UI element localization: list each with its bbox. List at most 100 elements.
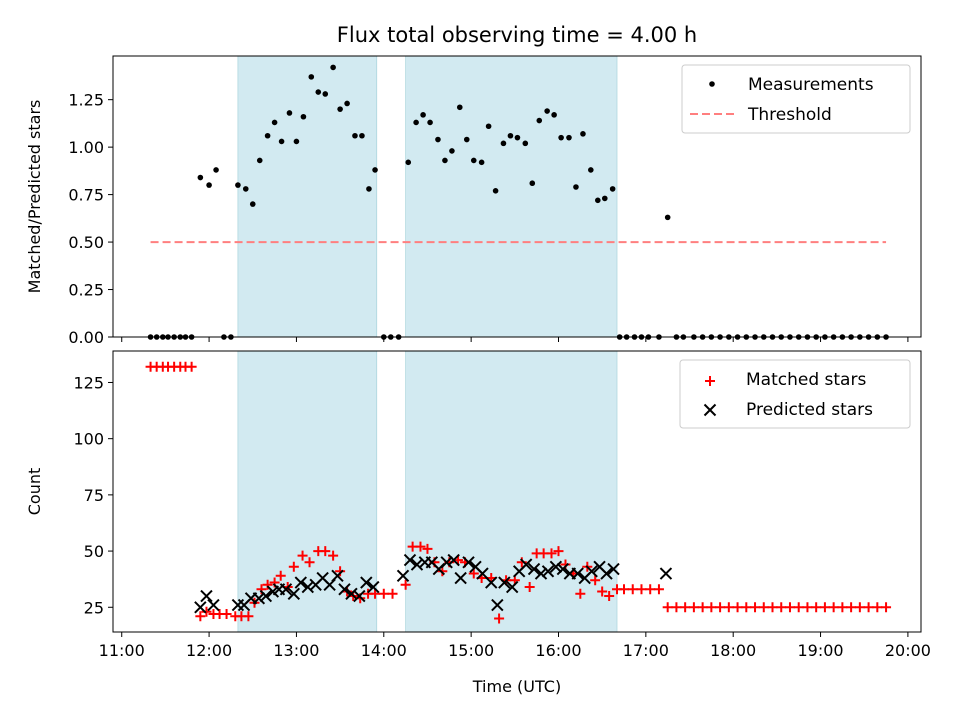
measurement-point <box>664 214 671 221</box>
predicted-star-point <box>207 598 220 612</box>
measurement-point <box>609 186 616 192</box>
matched-star-point <box>776 602 787 613</box>
matched-star-point <box>524 582 535 593</box>
matched-star-point <box>275 570 286 581</box>
predicted-star-point <box>440 556 453 569</box>
predicted-star-point <box>541 565 555 578</box>
measurement-point <box>286 110 293 116</box>
legend-box <box>679 359 911 429</box>
y-tick-label: 125 <box>73 373 104 392</box>
y-tick-label: 0.25 <box>68 281 104 300</box>
legend-measurements-marker <box>709 81 715 87</box>
measurement-point <box>442 157 448 164</box>
y-tick-label: 0.00 <box>68 328 104 347</box>
measurement-point <box>544 108 550 114</box>
top-panel: 0.00 0.25 0.50 0.75 1.00 1.25 Matched/Predict… <box>25 55 922 347</box>
legend-matched-label: Matched stars <box>746 370 866 390</box>
measurement-point <box>573 184 579 190</box>
matched-star-point <box>387 588 398 599</box>
measurement-point <box>235 182 241 188</box>
measurement-point <box>264 132 271 139</box>
measurement-point <box>293 138 300 145</box>
top-y-ticks: 0.00 0.25 0.50 0.75 1.00 1.25 <box>68 91 113 347</box>
top-legend: Measurements Threshold <box>681 64 911 134</box>
matched-star-point <box>819 602 830 613</box>
measurement-point <box>514 134 521 141</box>
matched-star-point <box>415 541 426 552</box>
matched-star-point <box>758 602 769 613</box>
matched-star-point <box>828 602 839 613</box>
bottom-x-ticks: 11:00 12:00 13:00 14:00 15:00 16:00 17:00 18:00… <box>99 632 931 660</box>
predicted-star-point <box>410 558 424 571</box>
measurement-point <box>435 136 441 143</box>
legend-box <box>681 64 911 134</box>
matched-star-point <box>243 611 254 622</box>
predicted-star-point <box>447 553 460 567</box>
predicted-star-point <box>659 567 673 580</box>
x-tick-label: 13:00 <box>273 641 319 660</box>
matched-star-point <box>590 575 601 586</box>
measurement-point <box>344 100 350 107</box>
matched-star-point <box>201 606 212 617</box>
matched-star-point <box>732 602 743 613</box>
predicted-star-point <box>287 587 301 600</box>
measurement-point <box>500 140 507 147</box>
matched-star-point <box>662 602 673 613</box>
x-tick-label: 20:00 <box>885 641 931 660</box>
matched-star-point <box>328 550 339 561</box>
matched-star-point <box>837 602 848 613</box>
matched-star-point <box>335 566 346 577</box>
measurement-point <box>601 195 608 202</box>
shaded-interval-2 <box>405 350 618 633</box>
measurement-point <box>300 113 307 120</box>
top-y-axis-label: Matched/Predicted stars <box>25 100 44 294</box>
x-tick-label: 16:00 <box>535 641 581 660</box>
predicted-star-point <box>194 601 207 614</box>
measurement-point <box>322 91 329 97</box>
measurement-point <box>330 64 336 71</box>
x-tick-label: 19:00 <box>797 641 843 660</box>
predicted-stars-series <box>194 553 673 614</box>
matched-star-point <box>671 602 682 613</box>
x-tick-label: 18:00 <box>710 641 756 660</box>
bottom-axes-frame <box>112 350 922 633</box>
x-tick-label: 12:00 <box>186 641 232 660</box>
matched-star-point <box>741 602 752 613</box>
predicted-star-point <box>331 569 344 583</box>
predicted-star-point <box>259 589 273 603</box>
predicted-star-point <box>556 562 570 576</box>
measurement-point <box>197 174 204 181</box>
predicted-star-point <box>294 576 308 589</box>
y-tick-label: 0.50 <box>68 233 104 252</box>
y-tick-label: 75 <box>84 486 104 505</box>
measurement-point <box>529 180 536 187</box>
predicted-star-point <box>600 567 613 580</box>
matched-star-point <box>553 546 564 557</box>
matched-star-point <box>494 613 505 624</box>
matched-star-point <box>304 557 315 568</box>
predicted-star-point <box>367 580 380 594</box>
matched-star-point <box>422 543 433 554</box>
matched-star-point <box>297 550 308 561</box>
predicted-star-point <box>279 583 293 596</box>
matched-star-point <box>750 602 761 613</box>
measurement-point <box>595 197 601 204</box>
predicted-star-point <box>485 576 498 589</box>
matched-star-point <box>688 602 699 613</box>
bottom-legend: Matched stars Predicted stars <box>679 359 911 429</box>
measurement-point <box>580 131 586 137</box>
matched-star-point <box>697 602 708 613</box>
bottom-shaded-intervals <box>237 350 618 633</box>
predicted-star-point <box>345 587 358 600</box>
matched-star-point <box>802 602 813 613</box>
matched-star-point <box>400 579 411 590</box>
matched-star-point <box>723 602 734 613</box>
measurement-point <box>352 132 358 139</box>
matched-star-point <box>784 602 795 613</box>
matched-star-point <box>846 602 857 613</box>
y-tick-label: 1.00 <box>68 138 104 157</box>
predicted-star-point <box>585 565 598 578</box>
predicted-star-point <box>454 571 467 585</box>
predicted-star-point <box>360 576 373 589</box>
predicted-star-point <box>491 598 504 612</box>
